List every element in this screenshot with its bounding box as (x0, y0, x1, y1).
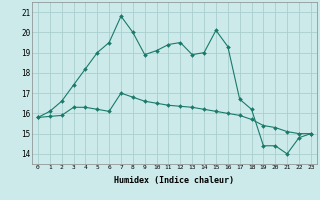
X-axis label: Humidex (Indice chaleur): Humidex (Indice chaleur) (115, 176, 234, 185)
